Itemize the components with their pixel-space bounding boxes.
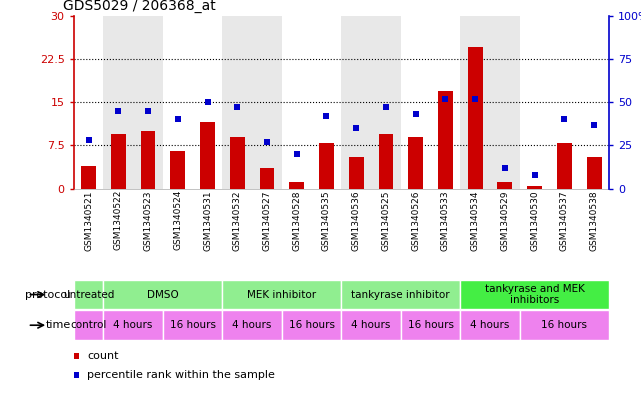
Bar <box>460 16 520 189</box>
Bar <box>222 280 341 309</box>
Bar <box>408 137 423 189</box>
Text: 16 hours: 16 hours <box>408 320 454 330</box>
Text: DMSO: DMSO <box>147 290 179 299</box>
Text: control: control <box>71 320 107 330</box>
Text: 4 hours: 4 hours <box>351 320 391 330</box>
Bar <box>103 16 163 189</box>
Bar <box>74 280 103 309</box>
Bar <box>587 157 601 189</box>
Text: count: count <box>87 351 119 361</box>
Bar <box>341 310 401 340</box>
Text: GDS5029 / 206368_at: GDS5029 / 206368_at <box>63 0 216 13</box>
Text: protocol: protocol <box>25 290 71 299</box>
Bar <box>460 280 609 309</box>
Text: 4 hours: 4 hours <box>470 320 510 330</box>
Bar <box>378 134 394 189</box>
Bar <box>74 16 103 189</box>
Bar <box>200 122 215 189</box>
Bar <box>527 186 542 189</box>
Bar <box>520 16 609 189</box>
Bar <box>468 48 483 189</box>
Bar <box>460 310 520 340</box>
Bar <box>438 91 453 189</box>
Text: tankyrase inhibitor: tankyrase inhibitor <box>351 290 450 299</box>
Bar <box>401 310 460 340</box>
Text: 4 hours: 4 hours <box>233 320 272 330</box>
Bar <box>282 310 341 340</box>
Bar <box>520 310 609 340</box>
Bar <box>103 280 222 309</box>
Text: MEK inhibitor: MEK inhibitor <box>247 290 317 299</box>
Bar <box>74 310 103 340</box>
Bar <box>140 131 156 189</box>
Text: time: time <box>46 320 71 330</box>
Bar <box>557 143 572 189</box>
Text: tankyrase and MEK
inhibitors: tankyrase and MEK inhibitors <box>485 284 585 305</box>
Bar <box>341 280 460 309</box>
Bar <box>497 182 512 189</box>
Text: 16 hours: 16 hours <box>170 320 215 330</box>
Text: 16 hours: 16 hours <box>288 320 335 330</box>
Text: percentile rank within the sample: percentile rank within the sample <box>87 370 275 380</box>
Bar <box>349 157 363 189</box>
Bar <box>230 137 245 189</box>
Bar <box>282 16 341 189</box>
Bar <box>222 310 282 340</box>
Text: 4 hours: 4 hours <box>113 320 153 330</box>
Bar <box>103 310 163 340</box>
Text: untreated: untreated <box>63 290 114 299</box>
Bar <box>401 16 460 189</box>
Bar <box>111 134 126 189</box>
Bar <box>222 16 282 189</box>
Bar <box>171 151 185 189</box>
Bar <box>289 182 304 189</box>
Bar <box>260 169 274 189</box>
Bar <box>163 16 222 189</box>
Bar <box>341 16 401 189</box>
Bar <box>163 310 222 340</box>
Text: 16 hours: 16 hours <box>542 320 587 330</box>
Bar <box>319 143 334 189</box>
Bar <box>81 165 96 189</box>
